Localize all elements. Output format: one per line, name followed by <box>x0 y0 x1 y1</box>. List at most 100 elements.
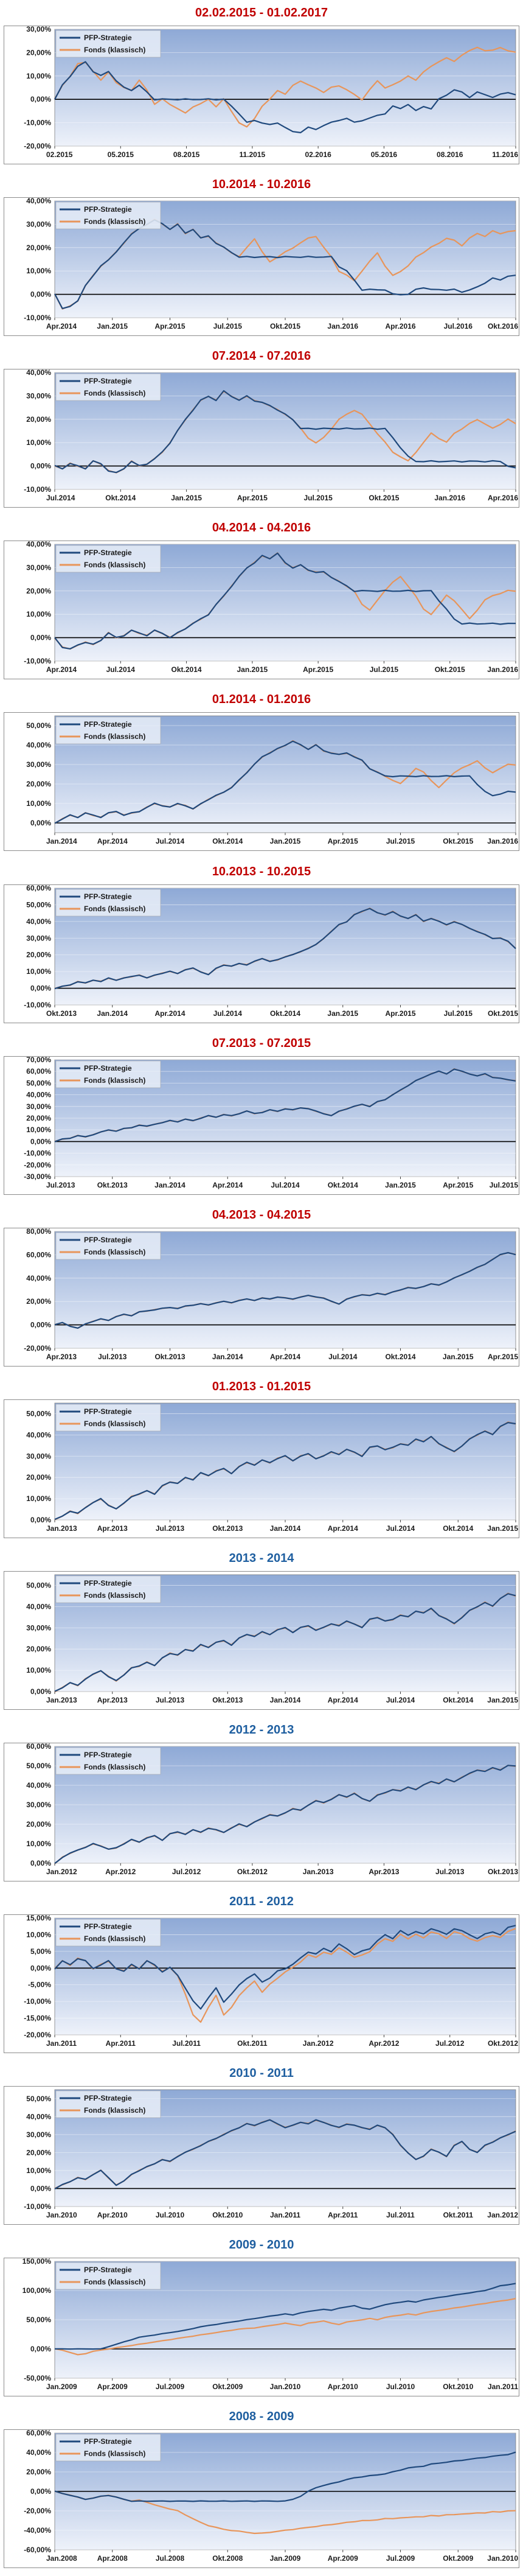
chart-title: 2012 - 2013 <box>229 1723 294 1737</box>
line-chart: -10,00% 0,00% 10,00% 20,00% 30,00% 40,00% Jul.… <box>4 368 519 508</box>
x-tick-label: Jan.2015 <box>443 1353 474 1361</box>
y-tick-label: 0,00% <box>30 634 51 642</box>
y-tick-label: 40,00% <box>26 2112 51 2121</box>
x-tick-label: Okt.2015 <box>443 837 473 845</box>
x-tick-label: Apr.2013 <box>97 1696 128 1704</box>
x-tick-label: Okt.2014 <box>105 494 136 502</box>
x-tick-label: Okt.2013 <box>154 1353 185 1361</box>
x-tick-label: Jan.2016 <box>327 322 358 331</box>
x-tick-label: Okt.2011 <box>237 2039 268 2048</box>
series-line-pfp-strategie <box>54 61 516 133</box>
x-tick-label: Apr.2011 <box>106 2039 136 2048</box>
y-tick-label: 0,00% <box>30 1321 51 1329</box>
legend: PFP-Strategie Fonds (klassisch) <box>55 716 161 744</box>
y-tick-label: 20,00% <box>26 1473 51 1482</box>
chart-title: 07.2014 - 07.2016 <box>212 349 311 363</box>
y-tick-label: -10,00% <box>24 313 51 322</box>
line-chart: 0,00% 10,00% 20,00% 30,00% 40,00% 50,00% Jan.2… <box>4 1399 519 1538</box>
x-tick-label: Jan.2015 <box>171 494 202 502</box>
x-tick-label: Jan.2014 <box>270 1696 301 1704</box>
x-tick-label: Jan.2012 <box>487 2211 518 2219</box>
y-tick-label: 40,00% <box>26 1091 51 1099</box>
y-tick-label: 30,00% <box>26 1801 51 1809</box>
x-tick-label: Jan.2015 <box>97 322 128 331</box>
x-tick-label: 02.2015 <box>46 150 73 159</box>
series-line-pfp-strategie <box>54 552 516 649</box>
y-tick-label: 0,00% <box>30 2184 51 2193</box>
chart-title: 04.2014 - 04.2016 <box>212 521 311 534</box>
series-line-pfp-strategie <box>55 2283 516 2350</box>
series-line-pfp-strategie <box>54 2119 516 2189</box>
y-tick-label: 30,00% <box>26 1102 51 1111</box>
legend-label: Fonds (klassisch) <box>84 561 145 569</box>
legend-box <box>55 1919 161 1947</box>
y-tick-label: 5,00% <box>30 1947 51 1956</box>
x-tick-label: Jul.2011 <box>386 2211 415 2219</box>
y-tick-label: 60,00% <box>26 1743 51 1751</box>
legend-label: PFP-Strategie <box>84 1922 132 1931</box>
legend-label: Fonds (klassisch) <box>84 1419 145 1428</box>
x-tick-label: Apr.2013 <box>369 1867 399 1876</box>
y-tick-label: 150,00% <box>23 2258 52 2266</box>
y-tick-label: 50,00% <box>26 1079 51 1087</box>
y-tick-label: 10,00% <box>26 1125 51 1134</box>
legend-label: Fonds (klassisch) <box>84 46 145 54</box>
chart-panel: 01.2013 - 01.2015 0,00% 10,00% 20,00% 30,00%… <box>0 1374 523 1545</box>
y-tick-label: 40,00% <box>26 1602 51 1611</box>
y-tick-label: 50,00% <box>26 2315 51 2324</box>
series-line-pfp-strategie <box>54 740 516 824</box>
x-tick-label: Jul.2010 <box>156 2211 185 2219</box>
y-tick-label: -30,00% <box>24 1172 51 1181</box>
y-tick-label: -10,00% <box>24 2202 51 2211</box>
series-line-pfp-strategie <box>54 1593 516 1692</box>
y-tick-label: -40,00% <box>24 2526 51 2535</box>
chart-title: 01.2013 - 01.2015 <box>212 1380 311 1393</box>
y-tick-label: 20,00% <box>26 1114 51 1122</box>
x-tick-label: 05.2015 <box>108 150 134 159</box>
legend-label: Fonds (klassisch) <box>84 1934 145 1943</box>
legend-label: PFP-Strategie <box>84 377 132 385</box>
y-tick-label: -10,00% <box>24 1997 51 2006</box>
x-tick-label: Jul.2013 <box>98 1353 127 1361</box>
y-tick-label: -60,00% <box>24 2546 51 2554</box>
line-chart: 0,00% 10,00% 20,00% 30,00% 40,00% 50,00% 60,00… <box>4 1742 519 1881</box>
x-tick-label: Jan.2015 <box>487 1696 518 1704</box>
y-tick-label: 40,00% <box>26 917 51 926</box>
x-tick-label: Jan.2012 <box>46 1867 77 1876</box>
y-tick-label: 40,00% <box>26 369 51 377</box>
legend-label: Fonds (klassisch) <box>84 1763 145 1771</box>
x-tick-label: Jul.2011 <box>172 2039 201 2048</box>
chart-panel: 2009 - 2010 -50,00% 0,00% 50,00% 100,00% 150,… <box>0 2232 523 2404</box>
legend-box <box>55 1232 161 1260</box>
chart-panel: 10.2013 - 10.2015 -10,00% 0,00% 10,00% 20,00… <box>0 859 523 1031</box>
legend: PFP-Strategie Fonds (klassisch) <box>55 201 161 229</box>
x-tick-label: Jul.2013 <box>46 1181 75 1189</box>
y-tick-label: 40,00% <box>26 1781 51 1790</box>
x-tick-label: Jan.2011 <box>270 2211 300 2219</box>
x-tick-label: Apr.2009 <box>97 2382 128 2391</box>
y-tick-label: 40,00% <box>26 1430 51 1439</box>
chart-panel: 2011 - 2012 -20,00% -15,00% -10,00% -5,00% 0,… <box>0 1889 523 2060</box>
legend: PFP-Strategie Fonds (klassisch) <box>55 30 161 58</box>
legend-label: PFP-Strategie <box>84 205 132 214</box>
legend: PFP-Strategie Fonds (klassisch) <box>55 2090 161 2118</box>
y-tick-label: 40,00% <box>26 1274 51 1283</box>
legend-label: PFP-Strategie <box>84 2094 132 2102</box>
series-line-pfp-strategie <box>54 908 516 990</box>
y-tick-label: -20,00% <box>24 2507 51 2515</box>
x-tick-label: Okt.2012 <box>237 1867 268 1876</box>
legend: PFP-Strategie Fonds (klassisch) <box>55 1575 161 1603</box>
legend-label: PFP-Strategie <box>84 1236 132 1244</box>
legend-label: Fonds (klassisch) <box>84 217 145 226</box>
legend-box <box>55 201 161 229</box>
y-tick-label: 30,00% <box>26 26 51 33</box>
chart-title: 10.2014 - 10.2016 <box>212 178 311 191</box>
y-tick-label: 15,00% <box>26 1914 51 1922</box>
y-tick-label: 20,00% <box>26 587 51 595</box>
y-tick-label: 10,00% <box>26 799 51 808</box>
y-tick-label: 30,00% <box>26 934 51 942</box>
x-tick-label: Jan.2016 <box>487 665 518 674</box>
y-tick-label: -5,00% <box>28 1981 51 1989</box>
y-tick-label: 30,00% <box>26 220 51 228</box>
y-tick-label: 20,00% <box>26 48 51 57</box>
